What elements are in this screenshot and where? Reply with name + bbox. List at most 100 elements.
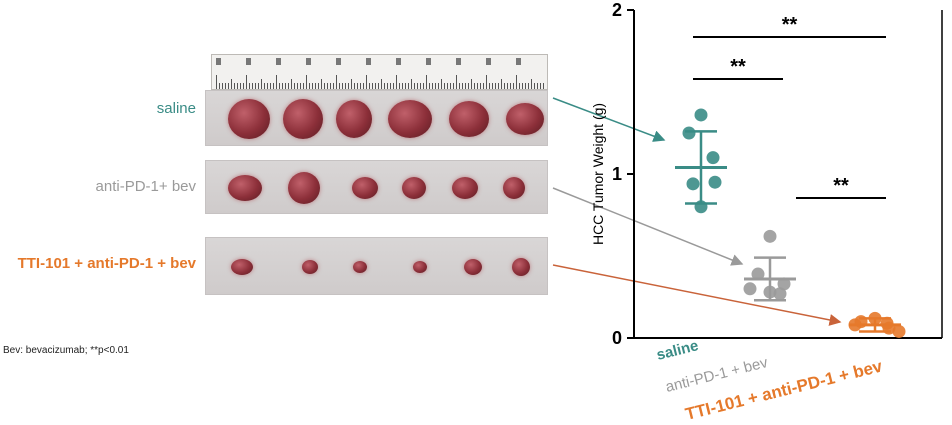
ruler-mark bbox=[276, 58, 281, 65]
ruler-tick bbox=[231, 79, 232, 89]
ruler-tick bbox=[306, 75, 307, 89]
tumor-specimen bbox=[283, 99, 323, 139]
ruler-tick bbox=[237, 83, 238, 89]
ruler-tick bbox=[318, 83, 319, 89]
ruler-tick bbox=[447, 83, 448, 89]
y-tick-label: 1 bbox=[612, 164, 622, 184]
ruler-tick bbox=[519, 83, 520, 89]
tumor-specimen bbox=[388, 100, 432, 138]
ruler-tick bbox=[387, 83, 388, 89]
ruler-tick bbox=[360, 83, 361, 89]
ruler-tick bbox=[483, 83, 484, 89]
tumor-specimen bbox=[352, 177, 378, 199]
ruler-tick bbox=[477, 83, 478, 89]
ruler-tick bbox=[297, 83, 298, 89]
tumor-specimen bbox=[302, 260, 318, 274]
data-point bbox=[686, 177, 700, 191]
data-point bbox=[773, 287, 787, 301]
ruler-tick bbox=[504, 83, 505, 89]
ruler-tick bbox=[456, 75, 457, 89]
ruler-tick bbox=[537, 83, 538, 89]
ruler-tick bbox=[225, 83, 226, 89]
ruler-tick bbox=[264, 83, 265, 89]
ruler-tick bbox=[222, 83, 223, 89]
arrow-tti101-combo bbox=[552, 264, 842, 326]
ruler-tick bbox=[435, 83, 436, 89]
ruler-tick bbox=[492, 83, 493, 89]
ruler-tick bbox=[402, 83, 403, 89]
ruler-tick bbox=[261, 79, 262, 89]
ruler-tick bbox=[351, 79, 352, 89]
ruler-tick bbox=[324, 83, 325, 89]
ruler-tick bbox=[417, 83, 418, 89]
ruler-mark bbox=[366, 58, 371, 65]
ruler-tick bbox=[357, 83, 358, 89]
ruler-tick bbox=[441, 79, 442, 89]
ruler-tick bbox=[540, 83, 541, 89]
ruler-tick bbox=[411, 79, 412, 89]
ruler-tick bbox=[270, 83, 271, 89]
ruler-tick bbox=[468, 83, 469, 89]
ruler-tick bbox=[525, 83, 526, 89]
tumor-specimen bbox=[288, 172, 320, 204]
ruler-tick bbox=[258, 83, 259, 89]
ruler-tick bbox=[279, 83, 280, 89]
ruler-tick bbox=[453, 83, 454, 89]
tumor-specimen bbox=[336, 100, 372, 138]
data-point bbox=[848, 318, 862, 332]
ruler-tick bbox=[267, 83, 268, 89]
tumor-specimen bbox=[413, 261, 427, 273]
ruler-tick bbox=[315, 83, 316, 89]
data-point bbox=[777, 277, 791, 291]
ruler-tick bbox=[534, 83, 535, 89]
ruler-mark bbox=[426, 58, 431, 65]
tumor-specimen bbox=[464, 259, 482, 275]
ruler-tick bbox=[342, 83, 343, 89]
ruler-tick bbox=[438, 83, 439, 89]
ruler-tick bbox=[423, 83, 424, 89]
ruler-tick bbox=[276, 75, 277, 89]
ruler-tick bbox=[528, 83, 529, 89]
ruler-tick bbox=[393, 83, 394, 89]
ruler-tick bbox=[405, 83, 406, 89]
ruler-tick bbox=[408, 83, 409, 89]
footnote: Bev: bevacizumab; **p<0.01 bbox=[3, 345, 129, 356]
ruler-tick bbox=[252, 83, 253, 89]
ruler-tick bbox=[414, 83, 415, 89]
ruler-tick bbox=[288, 83, 289, 89]
ruler-tick bbox=[372, 83, 373, 89]
ruler-tick bbox=[522, 83, 523, 89]
ruler-tick bbox=[498, 83, 499, 89]
ruler-mark bbox=[246, 58, 251, 65]
ruler-mark bbox=[216, 58, 221, 65]
x-category-label: saline bbox=[655, 337, 700, 364]
y-axis-label: HCC Tumor Weight (g) bbox=[590, 103, 606, 245]
ruler-tick bbox=[516, 75, 517, 89]
ruler-mark bbox=[306, 58, 311, 65]
ruler-tick bbox=[486, 75, 487, 89]
ruler-mark bbox=[396, 58, 401, 65]
ruler-tick bbox=[444, 83, 445, 89]
ruler-tick bbox=[420, 83, 421, 89]
tumor-specimen bbox=[402, 177, 426, 199]
ruler-tick bbox=[531, 79, 532, 89]
ruler-tick bbox=[495, 83, 496, 89]
arrow-saline bbox=[552, 97, 666, 142]
ruler-tick bbox=[330, 83, 331, 89]
ruler-tick bbox=[396, 75, 397, 89]
ruler-tick bbox=[459, 83, 460, 89]
ruler-tick bbox=[246, 75, 247, 89]
ruler-tick bbox=[543, 83, 544, 89]
ruler-tick bbox=[480, 83, 481, 89]
ruler-tick bbox=[321, 79, 322, 89]
ruler-tick bbox=[507, 83, 508, 89]
ruler-tick bbox=[465, 83, 466, 89]
photo-strip-tti101-combo bbox=[205, 237, 548, 295]
arrow-anti-pd1-bev bbox=[552, 187, 744, 266]
ruler-tick bbox=[294, 83, 295, 89]
ruler-tick bbox=[510, 83, 511, 89]
group-label-saline: saline bbox=[156, 100, 196, 117]
ruler-mark bbox=[486, 58, 491, 65]
ruler-tick bbox=[228, 83, 229, 89]
data-point bbox=[743, 282, 757, 296]
